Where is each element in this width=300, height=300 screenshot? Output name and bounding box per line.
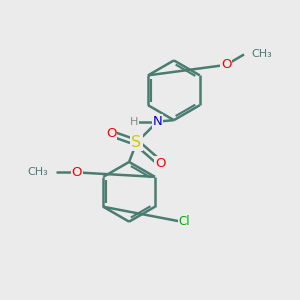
Text: CH₃: CH₃: [251, 50, 272, 59]
Text: Cl: Cl: [178, 215, 190, 228]
Text: S: S: [131, 135, 142, 150]
Text: CH₃: CH₃: [28, 167, 49, 177]
Text: O: O: [155, 157, 166, 170]
Text: O: O: [72, 166, 82, 179]
Text: O: O: [106, 127, 116, 140]
Text: H: H: [129, 117, 138, 127]
Text: O: O: [221, 58, 231, 71]
Text: N: N: [153, 115, 162, 128]
